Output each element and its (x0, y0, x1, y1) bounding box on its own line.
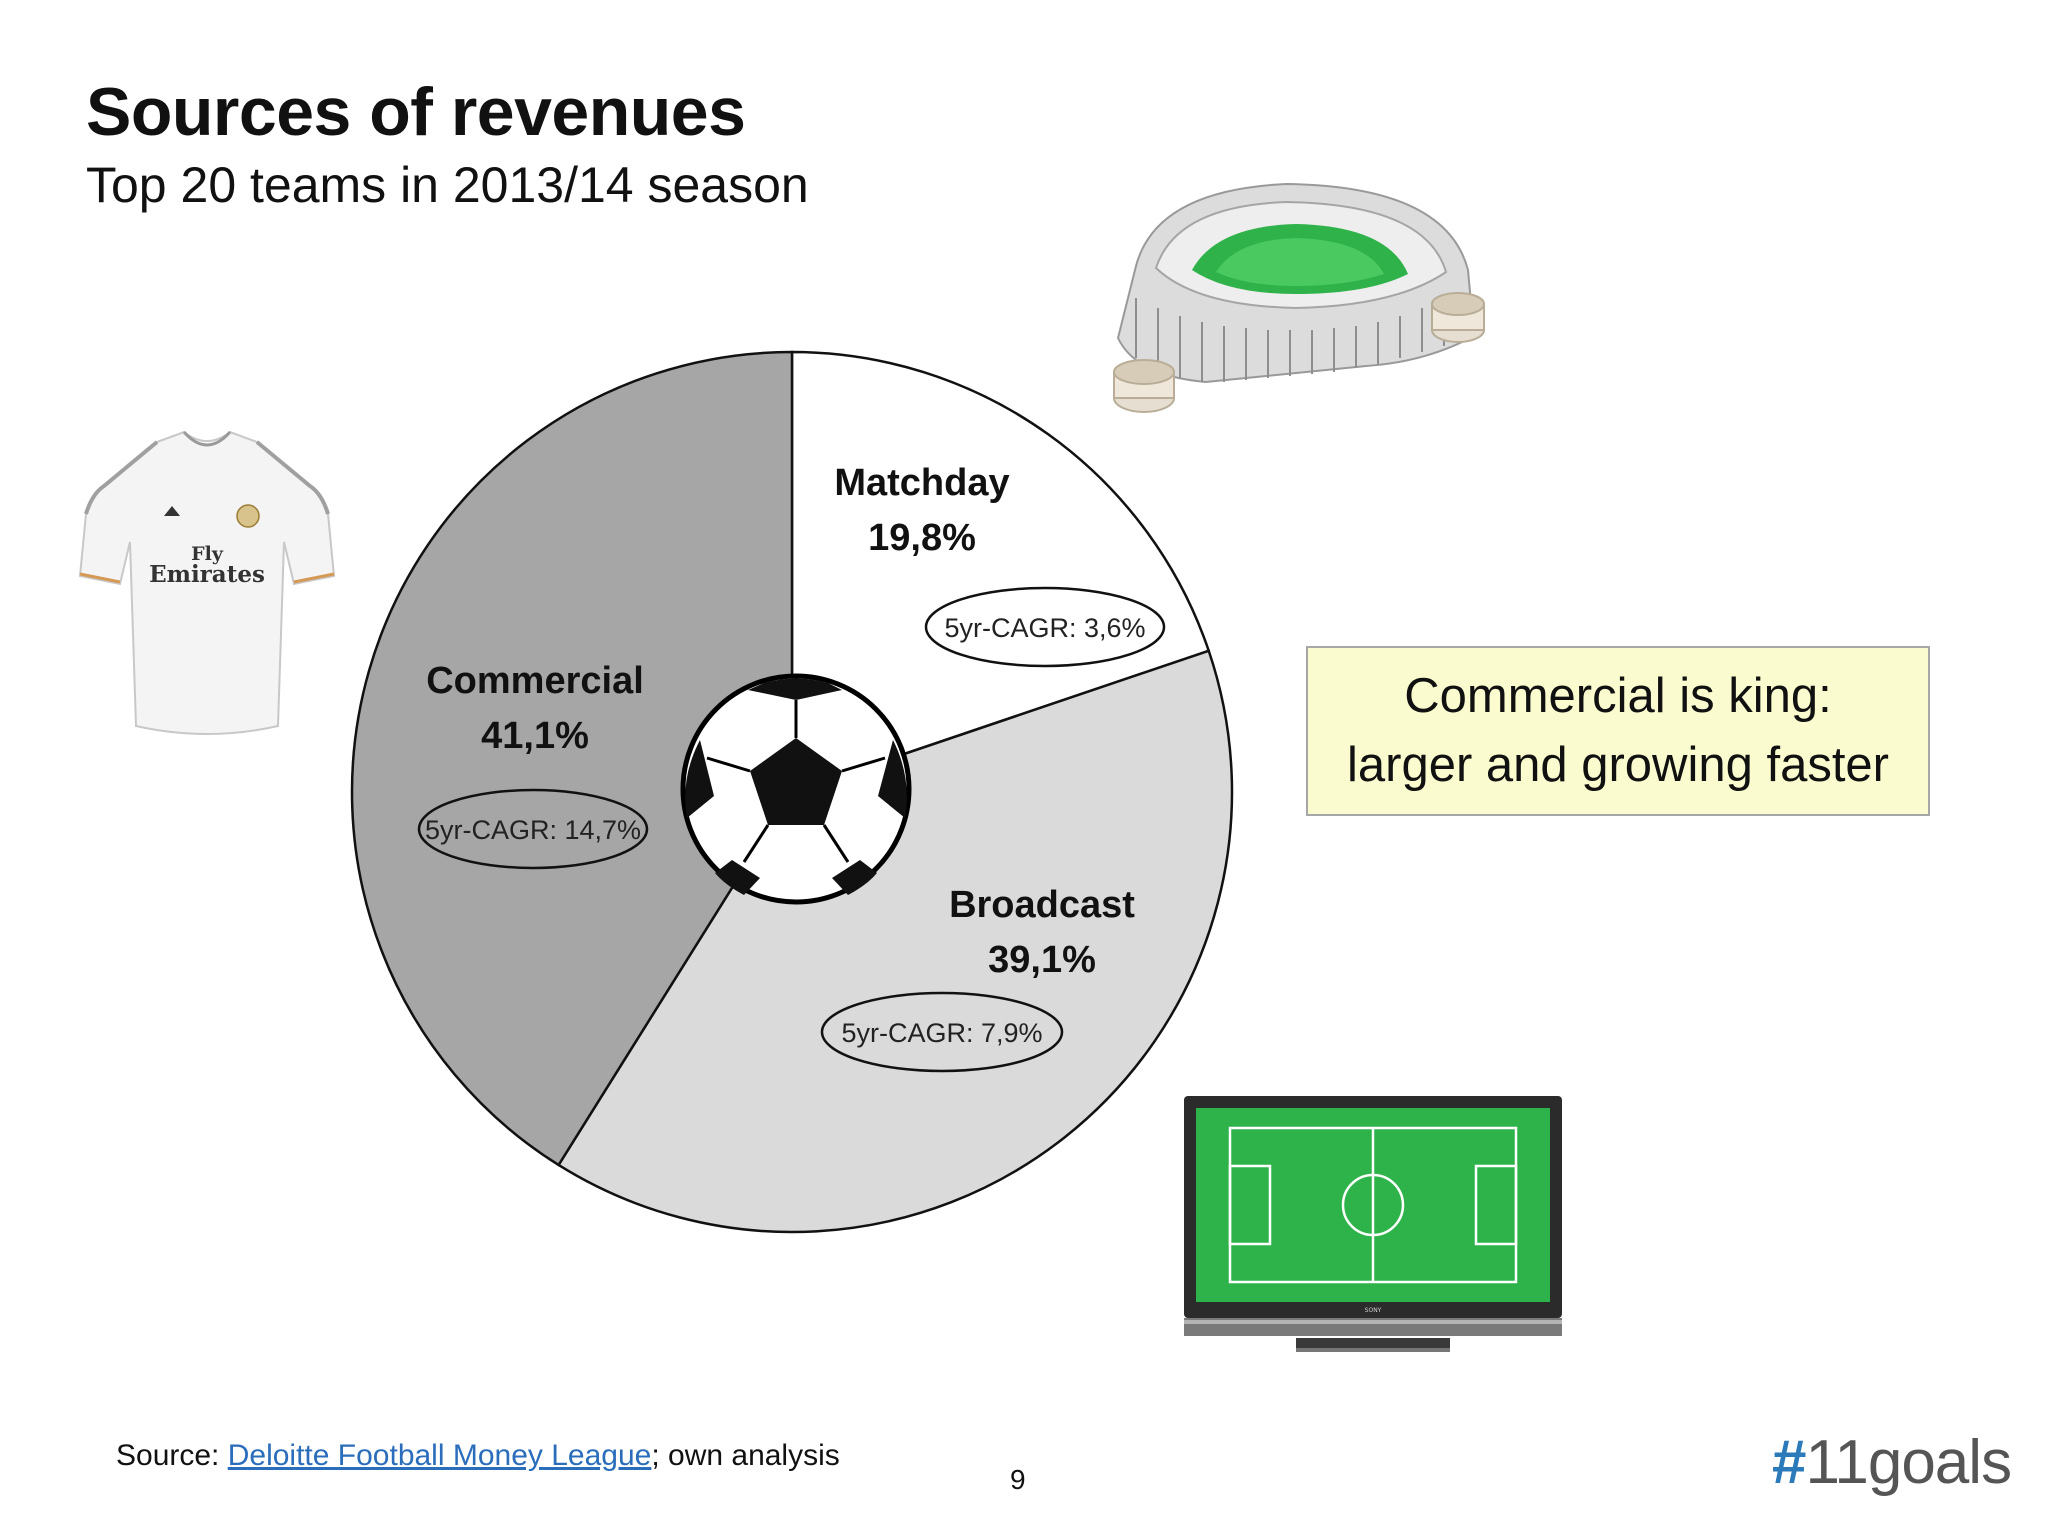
slice-label-matchday: Matchday (834, 462, 1009, 504)
slice-value-commercial: 41,1% (481, 715, 589, 757)
source-suffix: ; own analysis (651, 1439, 840, 1472)
slice-value-broadcast: 39,1% (988, 939, 1096, 981)
page-number: 9 (1010, 1464, 1026, 1495)
slice-label-commercial: Commercial (426, 660, 644, 702)
brand-word: 11goals (1805, 1428, 2012, 1497)
pie-slice-commercial (350, 350, 794, 1167)
stadium-image (1113, 182, 1485, 413)
slice-value-matchday: 19,8% (868, 517, 976, 559)
soccer-ball-icon (680, 673, 912, 905)
slice-label-broadcast: Broadcast (949, 884, 1135, 926)
cagr-label-matchday: 5yr-CAGR: 3,6% (944, 613, 1145, 643)
cagr-ellipse-broadcast (820, 991, 1064, 1073)
source-note: Source: Deloitte Football Money League; … (116, 1438, 840, 1474)
slide-subtitle: Top 20 teams in 2013/14 season (86, 157, 809, 213)
callout-line-1: Commercial is king: (1404, 669, 1832, 724)
pie-slice-matchday (790, 350, 1211, 794)
key-insight-callout: Commercial is king: larger and growing f… (1306, 646, 1930, 816)
football-shirt-image: Fly Emirates (78, 430, 336, 735)
cagr-label-commercial: 5yr-CAGR: 14,7% (425, 815, 641, 845)
cagr-label-broadcast: 5yr-CAGR: 7,9% (841, 1018, 1042, 1048)
slide-title: Sources of revenues (86, 74, 746, 150)
shirt-sponsor-line1: Fly (191, 543, 224, 565)
brand-hash: # (1772, 1428, 1806, 1497)
pie-slice-broadcast (556, 649, 1234, 1234)
source-prefix: Source: (116, 1439, 228, 1472)
cagr-ellipse-matchday (924, 586, 1166, 668)
callout-line-2: larger and growing faster (1346, 738, 1889, 792)
source-link[interactable]: Deloitte Football Money League (227, 1439, 652, 1472)
brand-logo: #11goals (1772, 1432, 2012, 1494)
tv-pitch-image: SONY (1184, 1096, 1562, 1352)
cagr-ellipse-commercial (417, 788, 649, 870)
shirt-sponsor-line2: Emirates (149, 561, 265, 588)
tv-brand-label: SONY (1365, 1307, 1382, 1314)
